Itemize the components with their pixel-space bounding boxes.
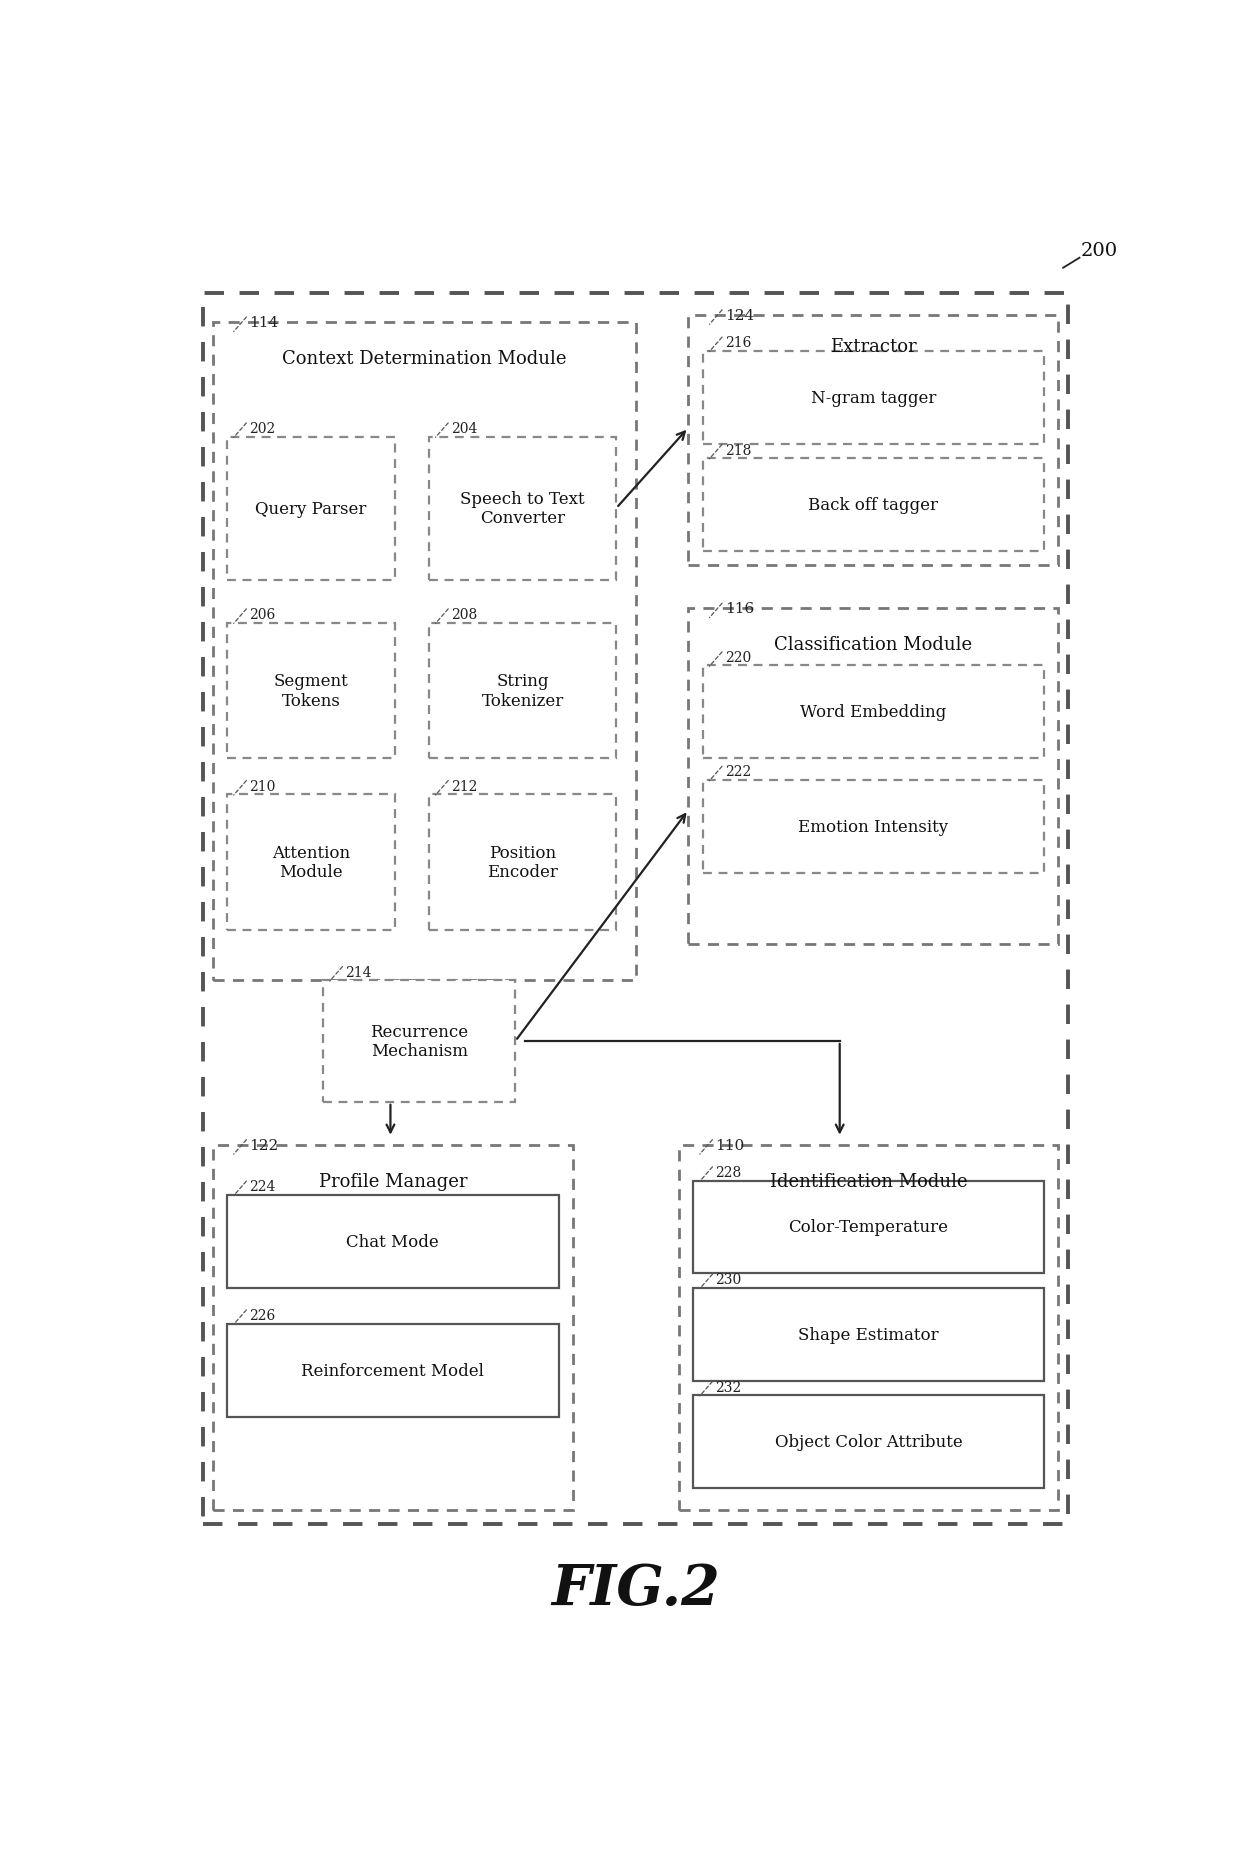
Text: 220: 220 — [725, 650, 751, 665]
Bar — [703, 667, 1044, 760]
Text: Segment
Tokens: Segment Tokens — [274, 672, 348, 709]
Bar — [703, 780, 1044, 873]
Text: 226: 226 — [249, 1309, 275, 1322]
Bar — [703, 459, 1044, 552]
Bar — [678, 1146, 1059, 1510]
Text: Speech to Text
Converter: Speech to Text Converter — [460, 490, 585, 527]
Text: Query Parser: Query Parser — [255, 500, 367, 518]
Text: 228: 228 — [715, 1166, 742, 1179]
Text: 202: 202 — [249, 422, 275, 436]
Text: 116: 116 — [725, 602, 754, 617]
Text: 114: 114 — [249, 316, 279, 331]
Text: Word Embedding: Word Embedding — [800, 704, 946, 721]
Text: Recurrence
Mechanism: Recurrence Mechanism — [371, 1023, 469, 1060]
Bar — [429, 438, 616, 579]
Bar — [227, 795, 396, 930]
Text: 222: 222 — [725, 765, 751, 780]
Text: 206: 206 — [249, 607, 275, 622]
Text: 210: 210 — [249, 780, 275, 793]
Text: 124: 124 — [725, 308, 754, 323]
Bar — [688, 316, 1059, 566]
Bar — [227, 1196, 558, 1289]
Text: 122: 122 — [249, 1138, 279, 1151]
Bar — [213, 323, 635, 980]
Text: Context Determination Module: Context Determination Module — [281, 349, 567, 368]
Text: 204: 204 — [451, 422, 477, 436]
Bar — [693, 1395, 1044, 1487]
Text: 216: 216 — [725, 336, 751, 351]
Text: Attention
Module: Attention Module — [272, 845, 350, 880]
Text: N-gram tagger: N-gram tagger — [811, 390, 936, 407]
Text: FIG.2: FIG.2 — [551, 1562, 720, 1616]
Text: Color-Temperature: Color-Temperature — [789, 1218, 949, 1235]
Text: Emotion Intensity: Emotion Intensity — [799, 819, 949, 836]
Bar — [227, 438, 396, 579]
Text: Shape Estimator: Shape Estimator — [799, 1326, 939, 1343]
Bar — [703, 351, 1044, 444]
Text: 200: 200 — [1080, 241, 1117, 260]
Bar — [688, 609, 1059, 945]
Text: 208: 208 — [451, 607, 477, 622]
Bar — [429, 624, 616, 760]
Bar — [693, 1181, 1044, 1274]
Bar — [227, 1324, 558, 1417]
Bar — [693, 1289, 1044, 1382]
Text: Identification Module: Identification Module — [770, 1172, 967, 1190]
Text: 212: 212 — [451, 780, 477, 793]
Text: Extractor: Extractor — [830, 338, 916, 357]
Text: 232: 232 — [715, 1380, 742, 1395]
Text: 214: 214 — [345, 966, 372, 979]
Text: 218: 218 — [725, 444, 751, 457]
Text: 230: 230 — [715, 1272, 742, 1287]
Text: Profile Manager: Profile Manager — [319, 1172, 467, 1190]
Bar — [324, 980, 516, 1103]
Text: Object Color Attribute: Object Color Attribute — [775, 1434, 962, 1450]
Bar — [213, 1146, 573, 1510]
Bar — [227, 624, 396, 760]
Text: String
Tokenizer: String Tokenizer — [481, 672, 564, 709]
Bar — [429, 795, 616, 930]
Text: Position
Encoder: Position Encoder — [487, 845, 558, 880]
Text: Back off tagger: Back off tagger — [808, 498, 939, 514]
Text: 110: 110 — [715, 1138, 744, 1151]
Text: Chat Mode: Chat Mode — [346, 1233, 439, 1250]
Bar — [203, 295, 1068, 1525]
Text: Reinforcement Model: Reinforcement Model — [301, 1361, 485, 1378]
Text: 224: 224 — [249, 1179, 275, 1194]
Text: Classification Module: Classification Module — [774, 635, 972, 654]
